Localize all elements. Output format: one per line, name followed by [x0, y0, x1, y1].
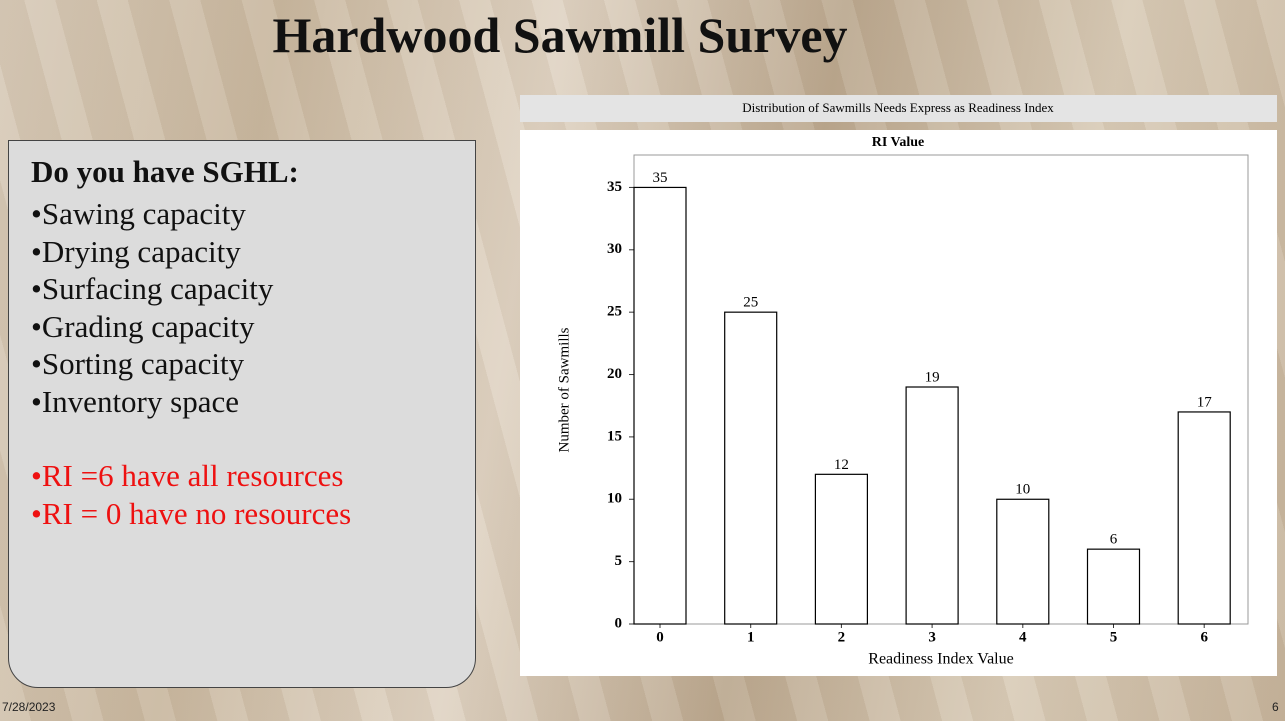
y-tick-label: 15	[607, 428, 622, 444]
item: Grading capacity	[31, 308, 475, 346]
y-axis-label: Number of Sawmills	[556, 327, 572, 452]
bar	[996, 498, 1050, 625]
data-label: 19	[925, 369, 940, 385]
data-label: 10	[1015, 482, 1030, 498]
x-tick-label: 1	[747, 629, 755, 645]
page-number: 6	[1272, 700, 1279, 714]
bar	[724, 311, 778, 625]
x-tick-label: 5	[1110, 629, 1118, 645]
bar	[905, 386, 959, 625]
data-label: 25	[743, 295, 758, 311]
y-tick-label: 10	[607, 491, 622, 507]
chart: Distribution of Sawmills Needs Express a…	[520, 95, 1277, 676]
y-tick-label: 25	[607, 304, 622, 320]
spacer	[31, 420, 475, 457]
x-tick-label: 0	[656, 629, 664, 645]
bar	[1086, 548, 1141, 625]
item: Sawing capacity	[31, 195, 475, 233]
note: RI =6 have all resources	[31, 457, 475, 495]
chart-header	[520, 95, 1277, 122]
item: Drying capacity	[31, 233, 475, 271]
data-label: 12	[834, 457, 849, 473]
y-tick-label: 5	[615, 553, 623, 569]
y-tick-label: 20	[607, 366, 622, 382]
bar	[814, 473, 868, 625]
bar	[1177, 411, 1231, 625]
x-tick-label: 3	[928, 629, 936, 645]
data-label: 6	[1110, 532, 1118, 548]
x-tick-label: 2	[838, 629, 846, 645]
item: Inventory space	[31, 383, 475, 421]
chart-title: RI Value	[872, 135, 925, 150]
item: Surfacing capacity	[31, 270, 475, 308]
x-axis-label: Readiness Index Value	[868, 651, 1013, 668]
data-label: 35	[653, 170, 668, 186]
note: RI = 0 have no resources	[31, 495, 475, 533]
item: Sorting capacity	[31, 345, 475, 383]
panel-heading: Do you have SGHL:	[31, 154, 299, 189]
data-label: 17	[1197, 394, 1213, 410]
x-tick-label: 4	[1019, 629, 1027, 645]
y-tick-label: 0	[615, 615, 623, 631]
panel: Do you have SGHL: Sawing capacity Drying…	[8, 140, 476, 688]
y-tick-label: 35	[607, 179, 622, 195]
slide-title: Hardwood Sawmill Survey	[272, 7, 848, 63]
footer-date: 7/28/2023	[2, 700, 56, 714]
x-tick-label: 6	[1200, 629, 1208, 645]
bar	[633, 186, 687, 625]
chart-subtitle: Distribution of Sawmills Needs Express a…	[742, 100, 1054, 115]
y-tick-label: 30	[607, 241, 622, 257]
